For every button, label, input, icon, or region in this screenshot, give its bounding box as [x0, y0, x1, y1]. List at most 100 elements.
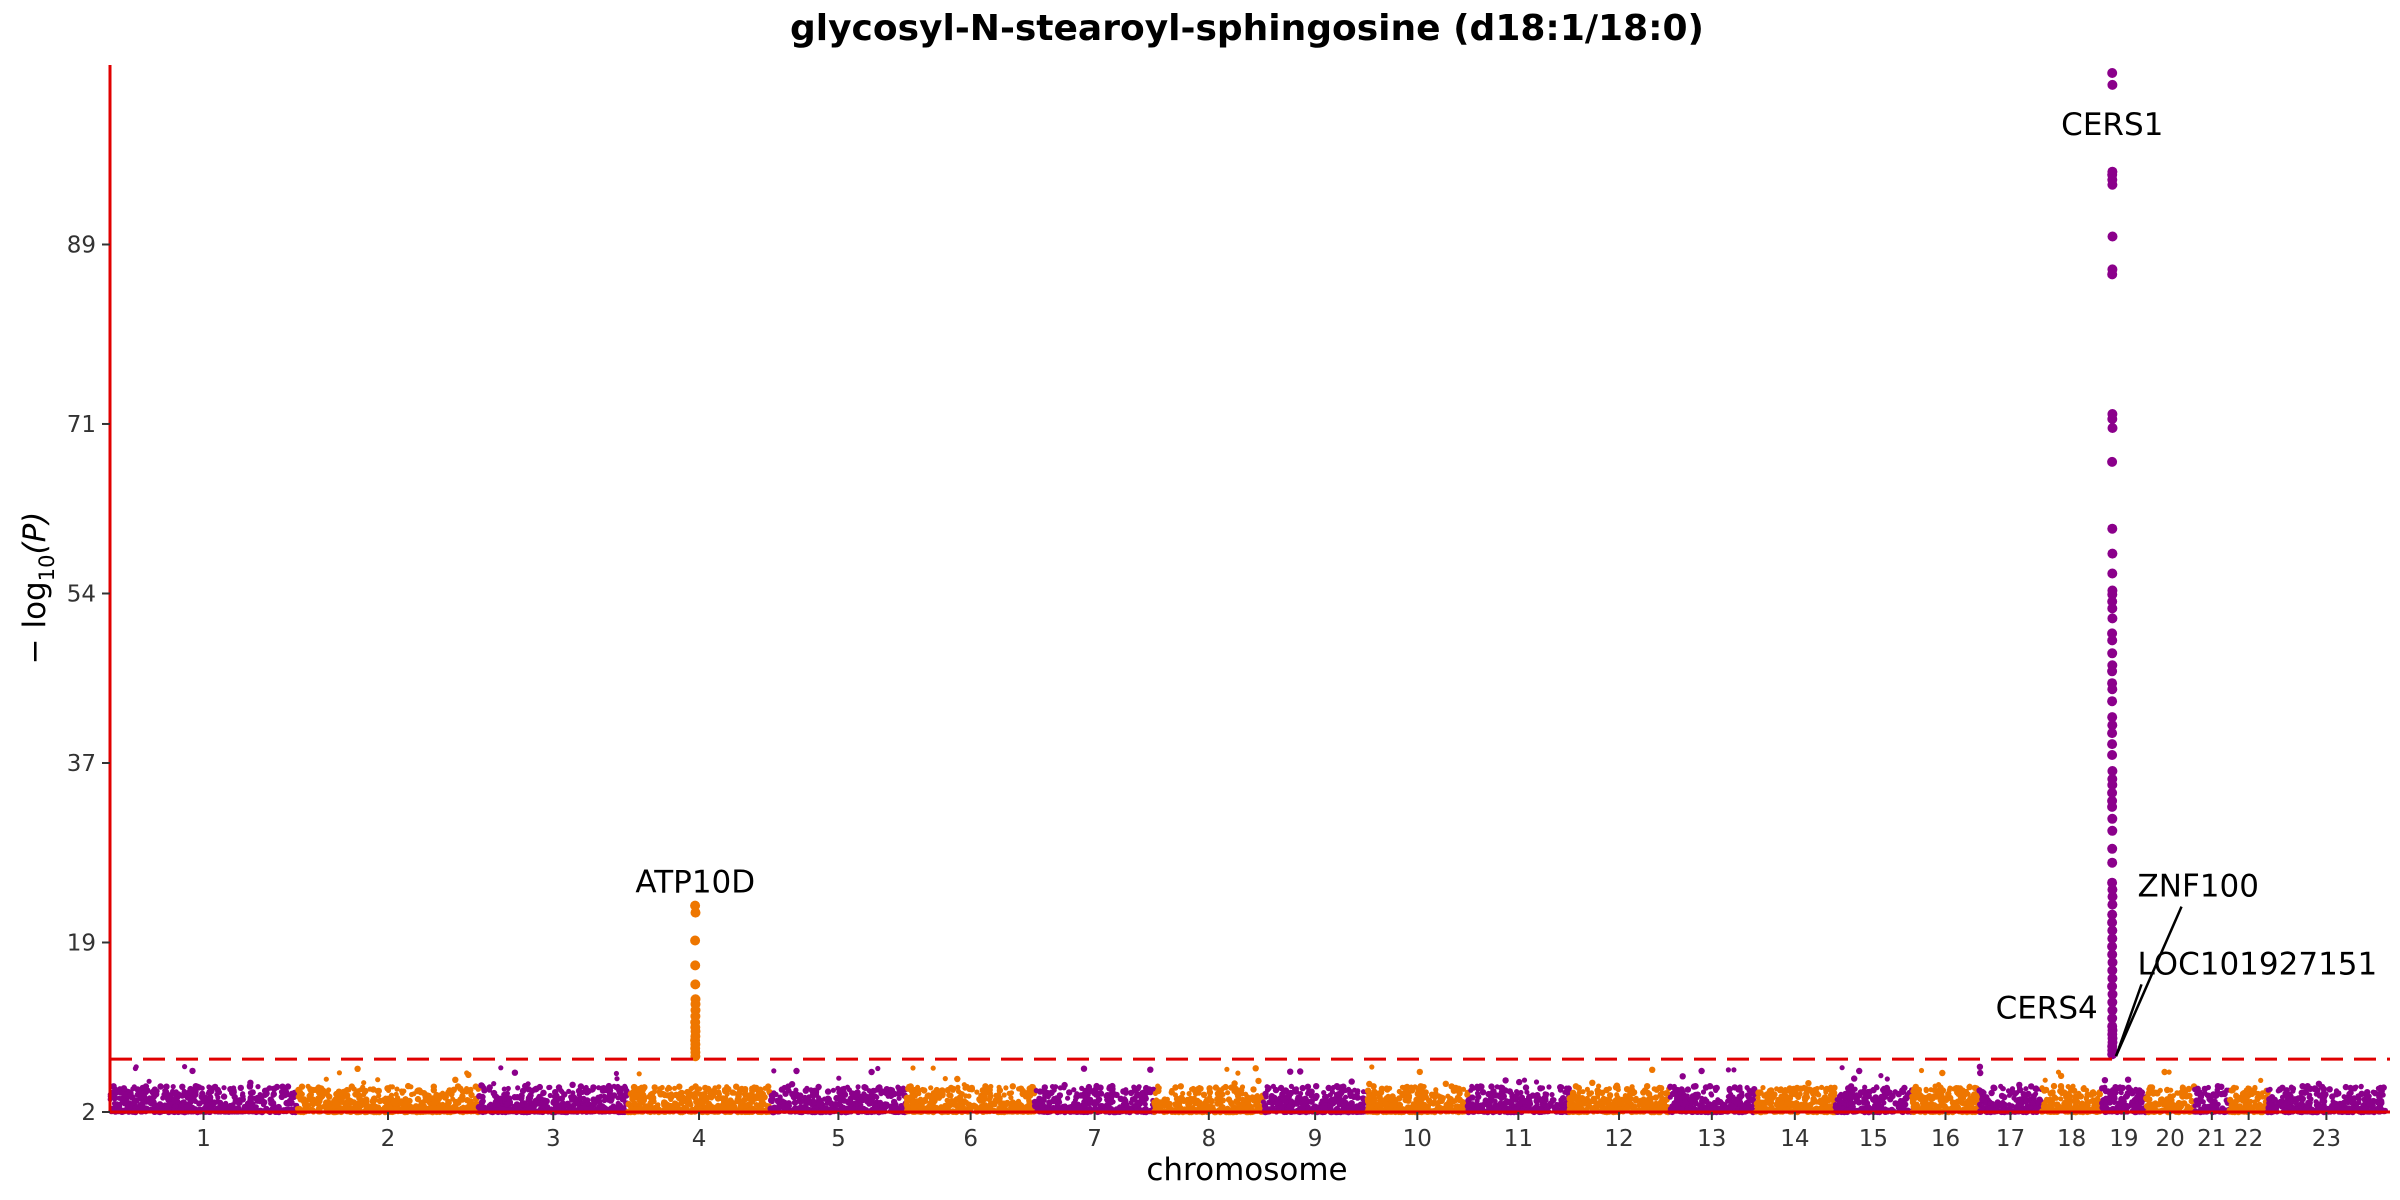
snp-point — [402, 1100, 409, 1108]
snp-point — [1494, 1084, 1500, 1090]
snp-point — [1138, 1091, 1144, 1097]
snp-point — [284, 1083, 292, 1090]
snp-point — [1740, 1102, 1746, 1108]
snp-point — [600, 1085, 607, 1092]
snp-point — [1586, 1090, 1593, 1097]
snp-point — [1557, 1084, 1564, 1091]
snp-point — [1706, 1083, 1714, 1090]
snp-point — [1439, 1095, 1446, 1102]
snp-point — [1016, 1101, 1023, 1108]
snp-point — [1589, 1079, 1596, 1087]
snp-point — [411, 1091, 417, 1097]
snp-point — [748, 1091, 755, 1099]
snp-point — [1045, 1094, 1051, 1100]
snp-point — [1250, 1086, 1257, 1093]
snp-point — [841, 1104, 847, 1110]
snp-point — [885, 1093, 891, 1099]
snp-point — [778, 1086, 786, 1093]
snp-point — [488, 1101, 494, 1107]
snp-point — [1173, 1095, 1181, 1103]
snp-point — [1224, 1066, 1230, 1072]
snp-point — [120, 1097, 127, 1105]
snp-point — [1295, 1094, 1302, 1101]
snp-point — [651, 1084, 658, 1091]
snp-point — [432, 1099, 439, 1106]
snp-point — [335, 1088, 343, 1095]
snp-point — [172, 1103, 179, 1111]
snp-point — [206, 1084, 212, 1090]
snp-point — [651, 1098, 657, 1105]
snp-point — [149, 1088, 156, 1096]
snp-point — [1134, 1099, 1140, 1105]
snp-point — [661, 1099, 669, 1107]
snp-point — [888, 1087, 896, 1094]
snp-point — [672, 1085, 678, 1091]
snp-point — [749, 1085, 755, 1091]
snp-point — [1189, 1086, 1195, 1092]
snp-point — [154, 1088, 160, 1094]
snp-point — [278, 1093, 285, 1101]
snp-point — [501, 1086, 507, 1092]
snp-point — [1715, 1100, 1721, 1106]
snp-point — [1653, 1100, 1659, 1106]
snp-point — [617, 1089, 624, 1097]
snp-point — [553, 1101, 560, 1109]
snp-point — [498, 1065, 504, 1071]
snp-point — [1549, 1092, 1555, 1098]
snp-point — [187, 1085, 194, 1093]
snp-point — [1147, 1066, 1154, 1073]
snp-point — [747, 1102, 753, 1108]
snp-point — [1568, 1103, 1575, 1110]
snp-point — [1520, 1097, 1527, 1104]
snp-point — [1297, 1068, 1304, 1075]
snp-point — [1416, 1068, 1424, 1076]
snp-point — [705, 1105, 711, 1111]
snp-point — [820, 1105, 827, 1111]
snp-point — [271, 1085, 278, 1093]
snp-point — [1771, 1093, 1777, 1100]
snp-point — [205, 1090, 211, 1096]
snp-point — [1502, 1077, 1509, 1084]
snp-point — [670, 1104, 676, 1110]
snp-point — [1287, 1099, 1294, 1105]
snp-point — [967, 1102, 975, 1110]
snp-point — [625, 1100, 632, 1108]
snp-point — [1333, 1083, 1341, 1090]
snp-point — [581, 1104, 587, 1110]
snp-point — [1026, 1097, 1032, 1103]
snp-point — [385, 1099, 391, 1105]
snp-point — [1442, 1080, 1450, 1088]
snp-point — [1104, 1097, 1110, 1103]
snp-point — [855, 1099, 861, 1105]
snp-point — [1725, 1067, 1731, 1073]
snp-point — [310, 1096, 316, 1102]
snp-point — [916, 1091, 922, 1097]
snp-point — [221, 1085, 227, 1091]
snp-point — [601, 1093, 608, 1100]
snp-point — [1427, 1098, 1433, 1104]
snp-point — [506, 1099, 513, 1106]
snp-point — [793, 1067, 800, 1075]
snp-point — [532, 1086, 539, 1093]
snp-point — [1071, 1100, 1079, 1108]
snp-point — [361, 1080, 367, 1086]
snp-point — [742, 1102, 749, 1109]
snp-point — [1409, 1104, 1415, 1110]
snp-point — [261, 1087, 269, 1095]
snp-point — [403, 1096, 409, 1102]
snp-point — [893, 1101, 899, 1107]
snp-point — [415, 1087, 422, 1094]
snp-point — [1475, 1093, 1482, 1101]
snp-point — [608, 1088, 614, 1094]
snp-point — [915, 1098, 922, 1104]
snp-point — [615, 1095, 621, 1101]
snp-point — [1467, 1096, 1473, 1102]
snp-point — [1065, 1095, 1071, 1101]
snp-point — [741, 1096, 748, 1104]
snp-point — [1136, 1084, 1142, 1090]
snp-point — [1543, 1093, 1549, 1099]
snp-point — [179, 1083, 186, 1091]
snp-point — [454, 1083, 462, 1090]
snp-point — [540, 1091, 546, 1097]
snp-point — [351, 1086, 357, 1092]
